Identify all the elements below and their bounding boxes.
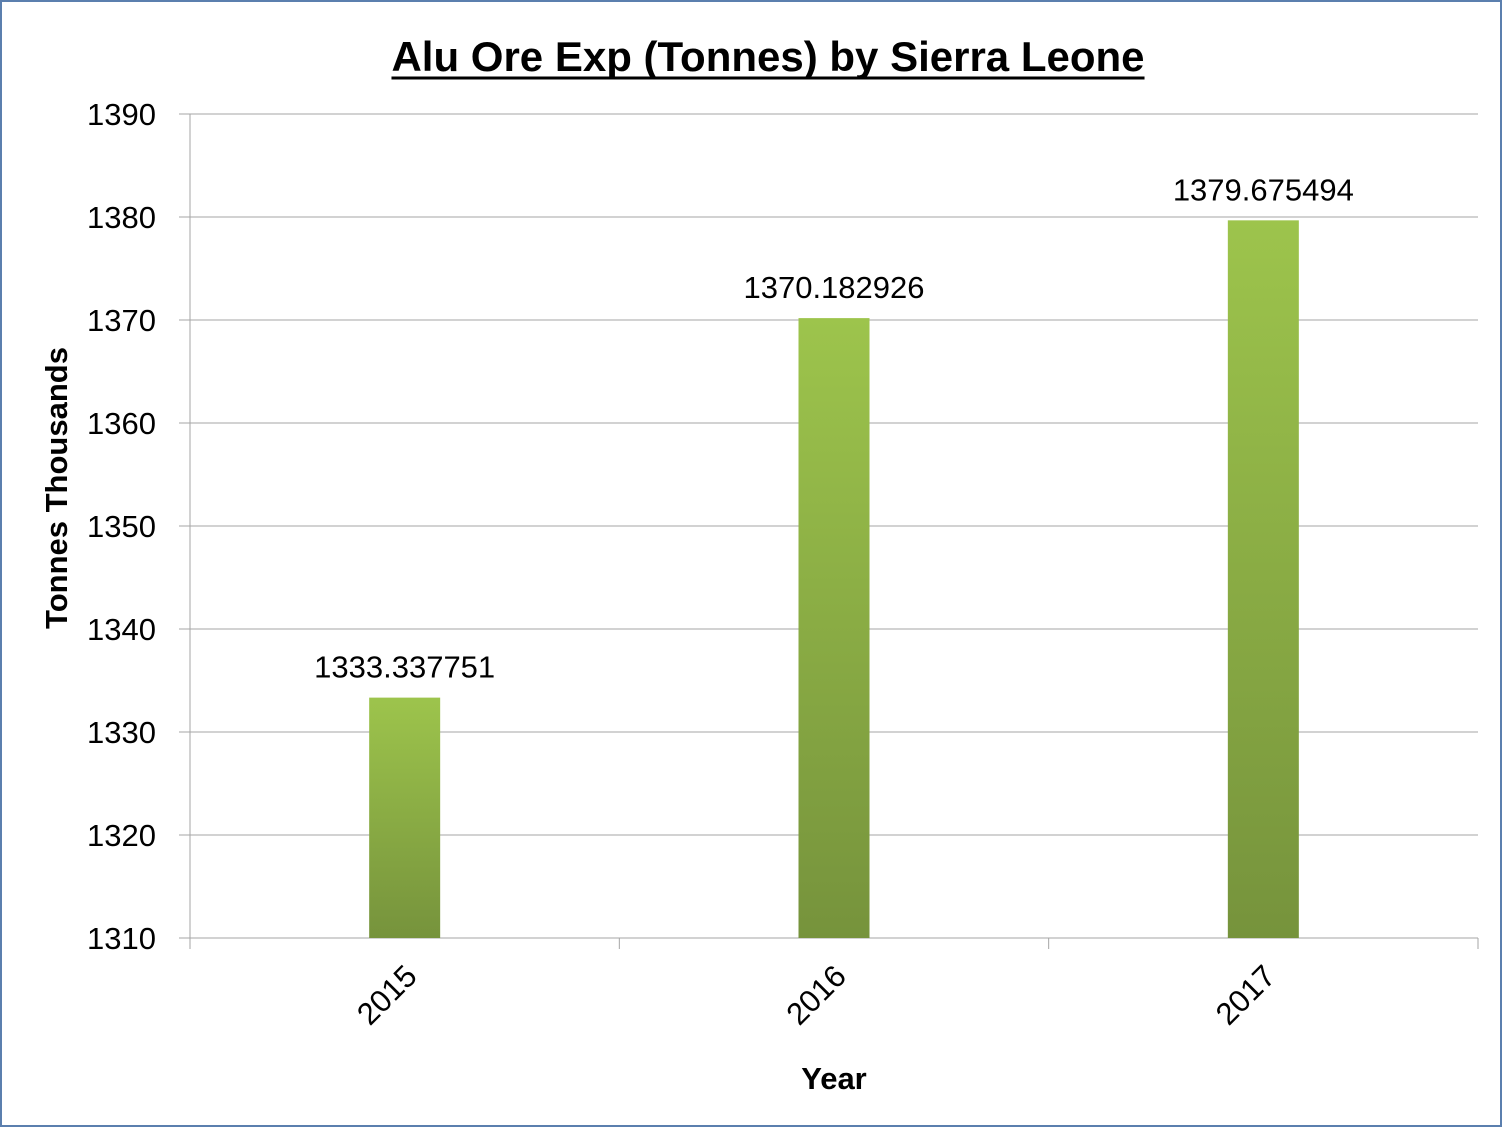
bar-2017	[1227, 220, 1299, 938]
data-label-2016: 1370.182926	[743, 270, 924, 305]
x-tick-label: 2017	[1209, 958, 1283, 1032]
y-tick-label: 1370	[87, 303, 156, 338]
y-tick-label: 1330	[87, 715, 156, 750]
x-axis-label: Year	[801, 1061, 867, 1096]
y-tick-labels: 1310 1320 1330 1340 1350 1360 1370 1380 1390	[87, 97, 156, 956]
y-tick-label: 1340	[87, 612, 156, 647]
y-tick-label: 1320	[87, 818, 156, 853]
x-tick-label: 2016	[779, 958, 853, 1032]
y-tick-label: 1380	[87, 200, 156, 235]
bar-2015	[369, 697, 441, 938]
y-tick-label: 1310	[87, 921, 156, 956]
data-label-2015: 1333.337751	[314, 650, 495, 685]
x-tick-labels: 2015 2016 2017	[350, 958, 1282, 1032]
y-tick-label: 1390	[87, 97, 156, 132]
data-labels: 1333.337751 1370.182926 1379.675494	[314, 172, 1354, 684]
y-tick-label: 1350	[87, 509, 156, 544]
bars	[369, 220, 1299, 939]
y-axis-label: Tonnes Thousands	[39, 347, 74, 629]
chart-title: Alu Ore Exp (Tonnes) by Sierra Leone	[391, 33, 1144, 80]
x-tick-label: 2015	[350, 958, 424, 1032]
bar-2016	[798, 318, 870, 939]
data-label-2017: 1379.675494	[1173, 172, 1354, 207]
y-tick-label: 1360	[87, 406, 156, 441]
